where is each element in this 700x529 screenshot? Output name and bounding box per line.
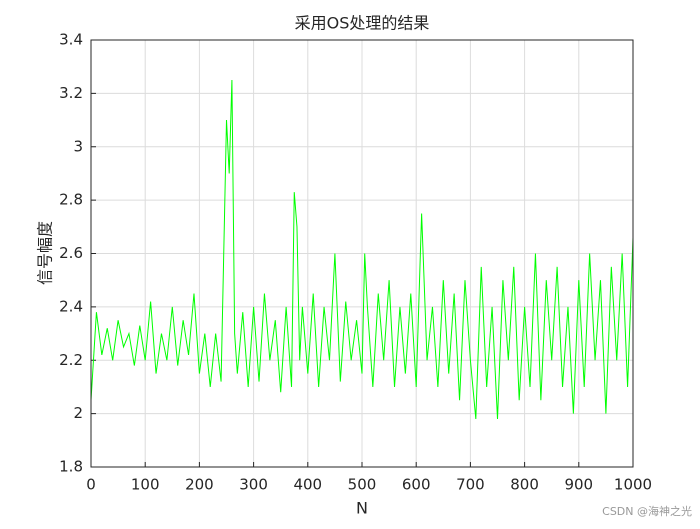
x-tick-label: 0 <box>86 476 96 494</box>
data-line <box>90 80 634 420</box>
y-tick-label: 3 <box>73 137 83 155</box>
y-tick-label: 2.2 <box>59 351 83 369</box>
y-axis-label: 信号幅度 <box>36 221 55 285</box>
x-tick-label: 200 <box>185 476 214 494</box>
x-tick-label: 900 <box>564 476 593 494</box>
x-axis-label: N <box>356 499 368 518</box>
x-tick-label: 800 <box>510 476 539 494</box>
x-tick-label: 100 <box>131 476 160 494</box>
y-tick-label: 1.8 <box>59 458 83 476</box>
axes-box <box>90 39 634 468</box>
x-tick-label: 1000 <box>614 476 652 494</box>
x-tick-label: 300 <box>239 476 268 494</box>
x-tick-label: 500 <box>348 476 377 494</box>
x-tick-label: 600 <box>402 476 431 494</box>
y-tick-label: 2.6 <box>59 244 83 262</box>
chart-title: 采用OS处理的结果 <box>295 14 430 33</box>
y-tick-label: 2.8 <box>59 191 83 209</box>
watermark: CSDN @海神之光 <box>602 504 692 518</box>
x-tick-label: 700 <box>456 476 485 494</box>
y-tick-label: 3.4 <box>59 31 83 49</box>
y-tick-label: 2 <box>73 404 83 422</box>
y-tick-label: 3.2 <box>59 84 83 102</box>
y-tick-label: 2.4 <box>59 297 83 315</box>
x-tick-label: 400 <box>293 476 322 494</box>
